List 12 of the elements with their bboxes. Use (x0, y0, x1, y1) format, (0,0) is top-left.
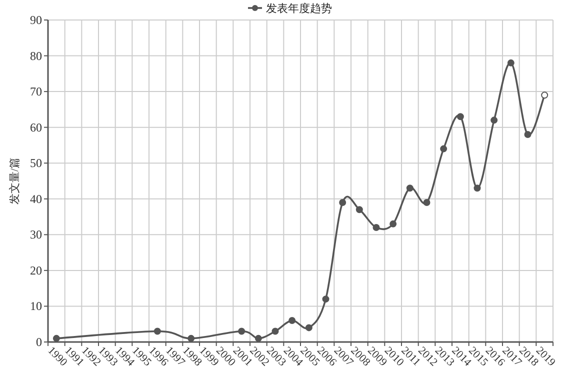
y-tick-label: 60 (30, 120, 42, 134)
y-tick-label: 70 (30, 84, 42, 99)
y-tick-label: 30 (30, 228, 42, 242)
y-tick-label: 20 (30, 263, 42, 278)
y-axis-title: 发文量/篇 (8, 157, 21, 205)
y-tick-label: 50 (30, 156, 42, 170)
legend-label: 发表年度趋势 (266, 2, 332, 15)
y-tick-label: 40 (30, 192, 42, 206)
y-tick-label: 0 (36, 335, 42, 349)
y-tick-label: 80 (30, 48, 42, 63)
y-tick-label: 10 (30, 299, 42, 314)
y-tick-label: 90 (30, 13, 42, 27)
